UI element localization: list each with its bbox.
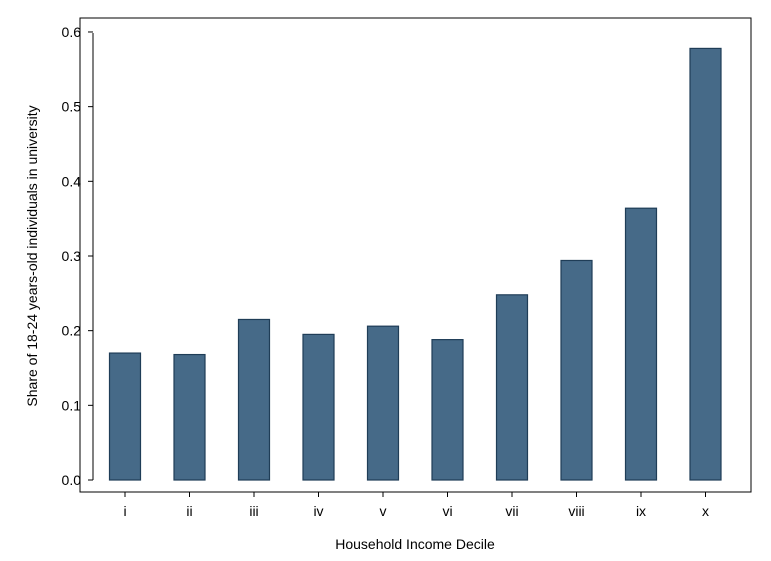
bar-x	[689, 47, 722, 481]
bar-v	[366, 325, 400, 481]
x-tick-label: iv	[313, 503, 323, 519]
y-tick-label: 0.0	[62, 472, 82, 488]
bar-viii	[560, 259, 593, 481]
y-tick-label: 0.6	[62, 24, 82, 40]
y-axis-title: Share of 18-24 years-old individuals in …	[24, 105, 40, 406]
x-tick-label: vii	[505, 503, 518, 519]
x-axis-ticks: i ii iii iv v vi vii viii ix x	[123, 492, 709, 519]
x-axis-title: Household Income Decile	[335, 536, 495, 552]
y-tick-label: 0.1	[62, 397, 82, 413]
x-tick-label: ii	[186, 503, 192, 519]
x-tick-label: iii	[249, 503, 258, 519]
x-tick-label: viii	[568, 503, 584, 519]
y-axis-ticks: 0.0 0.1 0.2 0.3 0.4 0.5 0.6	[62, 24, 93, 488]
x-tick-label: v	[380, 503, 387, 519]
bar-i	[108, 352, 142, 481]
bar-vii	[495, 294, 529, 481]
y-tick-label: 0.5	[62, 99, 82, 115]
y-tick-label: 0.2	[62, 323, 82, 339]
y-tick-label: 0.4	[62, 173, 82, 189]
x-tick-label: i	[123, 503, 126, 519]
bar-ii	[173, 353, 206, 481]
bar-iv	[302, 333, 335, 481]
bar-vi	[431, 339, 464, 481]
y-tick-label: 0.3	[62, 248, 82, 264]
bar-ix	[624, 207, 658, 481]
x-tick-label: ix	[636, 503, 646, 519]
x-tick-label: vi	[442, 503, 452, 519]
x-tick-label: x	[702, 503, 709, 519]
bars	[108, 47, 722, 481]
bar-iii	[237, 318, 271, 481]
